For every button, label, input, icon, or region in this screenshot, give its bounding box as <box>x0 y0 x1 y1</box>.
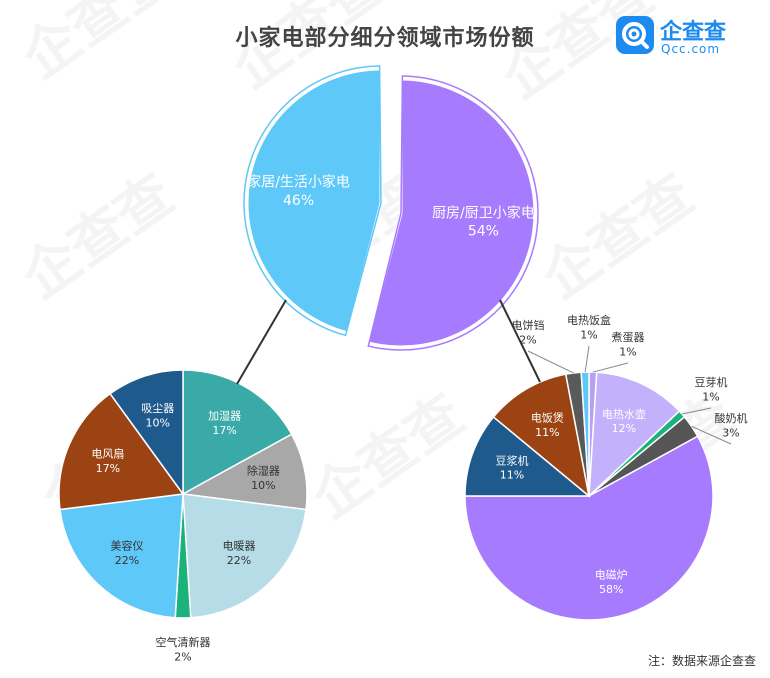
logo-name: 企查查 <box>660 20 727 45</box>
main-slice-label-0: 厨房/厨卫小家电 54% <box>432 204 535 239</box>
kitchen-leader-0 <box>592 362 629 373</box>
kitchen-slice-5 <box>464 415 592 497</box>
kitchen-slice-label-5: 豆浆机 11% <box>495 453 528 481</box>
kitchen-slice-6 <box>492 373 591 498</box>
kitchen-slice-label-7: 电饼铛 2% <box>512 318 545 346</box>
home-slice-4 <box>59 493 184 619</box>
qcc-logo-icon <box>616 16 654 54</box>
home-slice-label-5: 电风扇 17% <box>91 446 124 474</box>
kitchen-leader-3 <box>691 425 732 445</box>
home-slice-1 <box>180 433 308 511</box>
main-slice-1 <box>245 67 383 335</box>
home-slice-5 <box>58 392 185 511</box>
kitchen-slice-1 <box>588 371 681 498</box>
home-slice-label-2: 电暖器 22% <box>223 540 256 567</box>
main-slice-outline-0 <box>367 75 539 351</box>
chart-title: 小家电部分细分领域市场份额 <box>235 26 535 51</box>
source-note: 注：数据来源企查查 <box>647 654 756 668</box>
kitchen-slice-label-3: 酸奶机 3% <box>715 411 748 439</box>
kitchen-slice-label-2: 豆芽机 1% <box>695 375 728 403</box>
main-slice-label-1: 家居/生活小家电 46% <box>247 174 350 209</box>
main-slice-0 <box>365 77 537 349</box>
kitchen-slice-4 <box>464 435 714 621</box>
kitchen-leader-7 <box>527 350 574 374</box>
kitchen-slice-label-1: 电热水壶 12% <box>602 407 646 435</box>
connector-lines <box>236 299 541 385</box>
connector-home <box>236 299 287 385</box>
home-slice-label-6: 吸尘器 10% <box>141 402 174 429</box>
home-slice-label-3: 空气清新器 2% <box>156 635 211 663</box>
kitchen-leader-8 <box>584 345 590 373</box>
watermark-text: 企查查 <box>531 162 706 312</box>
kitchen-leader-2 <box>681 407 712 415</box>
watermark-text: 企查查 <box>11 162 186 312</box>
home-slice-label-1: 除湿器 10% <box>247 464 280 492</box>
main-slice-outline-1 <box>243 65 382 337</box>
kitchen-slice-label-8: 电热饭盒 1% <box>567 313 611 341</box>
logo-sub: Qcc.com <box>661 42 721 56</box>
qcc-logo: 企查查 Qcc.com <box>616 14 756 60</box>
home-slice-label-0: 加湿器 17% <box>208 410 241 437</box>
home-slice-2 <box>182 493 307 619</box>
home-pie: 加湿器 17%除湿器 10% 电暖器 22% 空气清新器 2% 美容仪 22% 电风扇 17% 吸尘器… <box>58 369 308 663</box>
kitchen-slice-label-6: 电饭煲 11% <box>531 412 564 439</box>
home-slice-label-4: 美容仪 22% <box>110 539 143 567</box>
kitchen-pie: 煮蛋器 1% 电热水壶 12% 豆芽机 1% 酸奶机 3% 电磁炉 58% 豆浆机 11%电饭煲 11%… <box>464 313 748 621</box>
watermark-text: 企查查 <box>301 382 476 532</box>
kitchen-slice-label-0: 煮蛋器 1% <box>612 331 645 358</box>
main-pie: 厨房/厨卫小家电 54% 家居/生活小家电 46% <box>243 65 539 351</box>
home-slice-0 <box>182 369 293 496</box>
home-slice-6 <box>109 369 184 497</box>
kitchen-slice-label-4: 电磁炉 58% <box>595 568 628 595</box>
connector-kitchen <box>499 299 541 383</box>
